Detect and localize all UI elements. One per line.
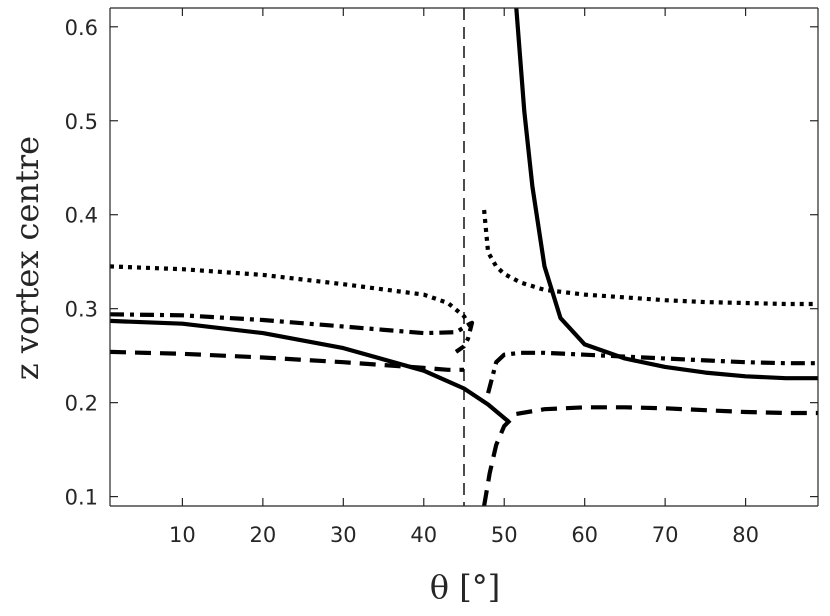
x-tick-label: 40 (410, 523, 437, 547)
series-dashdot-line-0 (110, 312, 475, 354)
x-tick-label: 10 (169, 523, 196, 547)
ticks-layer: 10 20 30 40 50 60 70 80 0.1 0.2 0.3 0.4 0.5 0.6 (65, 8, 818, 547)
series-dashdot-line-1 (486, 350, 818, 394)
series-dotted-line-1 (482, 209, 818, 307)
axes-layer (109, 7, 819, 507)
x-tick-label: 70 (652, 523, 679, 547)
x-tick-label: 30 (330, 523, 357, 547)
x-axis-title: θ [°] (430, 568, 500, 606)
y-tick-label: 0.3 (65, 298, 98, 322)
y-tick-label: 0.4 (65, 204, 98, 228)
x-tick-label: 50 (491, 523, 518, 547)
y-tick-label: 0.6 (65, 16, 98, 40)
y-tick-label: 0.2 (65, 392, 98, 416)
y-tick-label: 0.1 (65, 486, 98, 510)
series-dashed-line-0 (110, 349, 464, 372)
series-solid-line-0 (110, 318, 510, 424)
x-tick-label: 80 (732, 523, 759, 547)
x-tick-label: 20 (249, 523, 276, 547)
series-dashed-line-1 (482, 405, 818, 506)
series-layer (110, 8, 818, 506)
y-axis-title: z vortex centre (8, 136, 46, 380)
y-tick-label: 0.5 (65, 110, 98, 134)
series-solid-line-1 (514, 8, 818, 381)
x-tick-label: 60 (571, 523, 598, 547)
